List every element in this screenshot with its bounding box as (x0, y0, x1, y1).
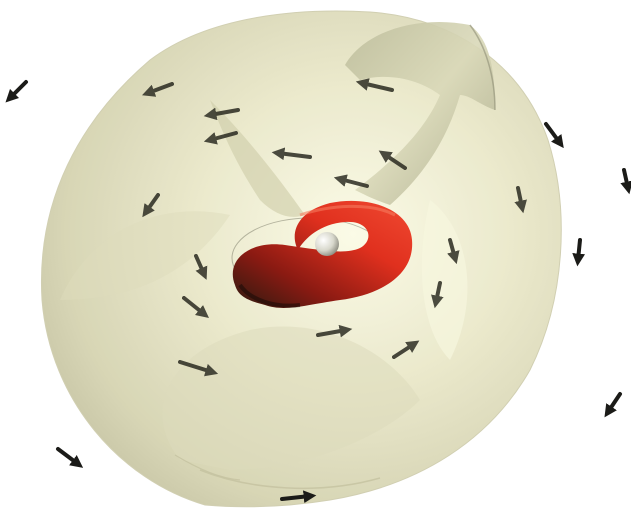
vector-arrow-icon (271, 147, 312, 161)
isosurface-ribbon (210, 21, 496, 217)
vector-arrow-icon (280, 490, 317, 504)
vector-arrow-icon (514, 186, 527, 214)
vector-arrow-icon (203, 107, 240, 121)
vector-arrow-icon (203, 131, 238, 145)
vector-arrow-icon (316, 324, 353, 338)
vector-arrow-icon (572, 238, 586, 267)
center-sphere-icon (315, 232, 339, 256)
vector-arrow-icon (333, 174, 369, 188)
vector-arrow-icon (178, 360, 219, 377)
vector-arrow-icon (544, 122, 564, 149)
vector-arrow-icon (620, 168, 631, 195)
vector-arrow-icon (56, 447, 84, 468)
vector-arrow-icon (431, 281, 444, 309)
vector-arrows (5, 78, 631, 504)
vector-arrow-icon (5, 80, 28, 103)
vector-arrow-icon (142, 193, 160, 218)
vector-arrow-icon (142, 82, 174, 97)
vector-arrow-icon (447, 238, 460, 265)
vector-arrow-icon (604, 392, 622, 418)
vector-arrow-icon (392, 340, 420, 359)
vector-arrow-icon (355, 78, 394, 92)
vector-arrow-icon (378, 150, 407, 170)
vector-arrow-icon (194, 254, 208, 280)
vector-arrow-icon (182, 296, 209, 318)
